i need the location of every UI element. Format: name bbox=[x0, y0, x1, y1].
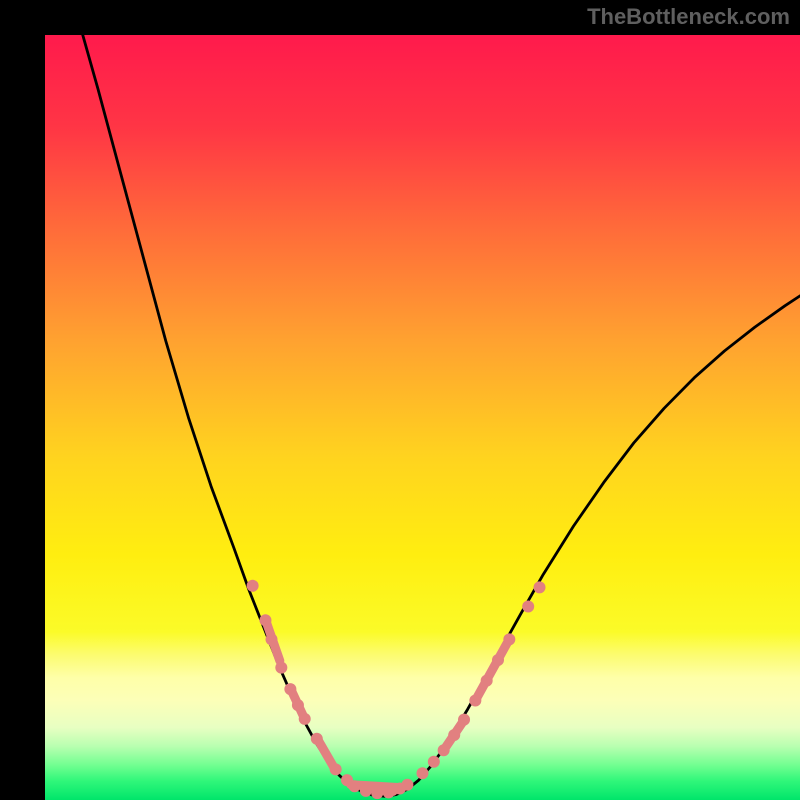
overlay-dot bbox=[394, 783, 406, 795]
overlay-dot bbox=[292, 699, 304, 711]
overlay-dot bbox=[266, 633, 278, 645]
overlay-dot bbox=[383, 786, 395, 798]
overlay-dot bbox=[458, 714, 470, 726]
overlay-dot bbox=[360, 785, 372, 797]
overlay-dot bbox=[481, 675, 493, 687]
overlay-dot bbox=[534, 581, 546, 593]
overlay-dot bbox=[438, 744, 450, 756]
watermark-label: TheBottleneck.com bbox=[587, 4, 790, 30]
overlay-dot bbox=[349, 780, 361, 792]
overlay-dot bbox=[522, 600, 534, 612]
overlay-dot bbox=[469, 695, 481, 707]
overlay-dot bbox=[311, 733, 323, 745]
overlay-dot bbox=[299, 713, 311, 725]
overlay-dot bbox=[259, 614, 271, 626]
overlay-dot bbox=[247, 580, 259, 592]
overlay-dot bbox=[371, 787, 383, 799]
plot-svg bbox=[45, 35, 800, 800]
overlay-dot bbox=[417, 767, 429, 779]
chart-canvas: TheBottleneck.com bbox=[0, 0, 800, 800]
overlay-dot bbox=[284, 683, 296, 695]
plot-area bbox=[45, 35, 800, 800]
overlay-dot bbox=[428, 756, 440, 768]
overlay-dot bbox=[492, 654, 504, 666]
overlay-dot bbox=[330, 763, 342, 775]
gradient-background bbox=[45, 35, 800, 800]
overlay-dot bbox=[275, 662, 287, 674]
overlay-dot bbox=[448, 729, 460, 741]
overlay-dot bbox=[503, 633, 515, 645]
